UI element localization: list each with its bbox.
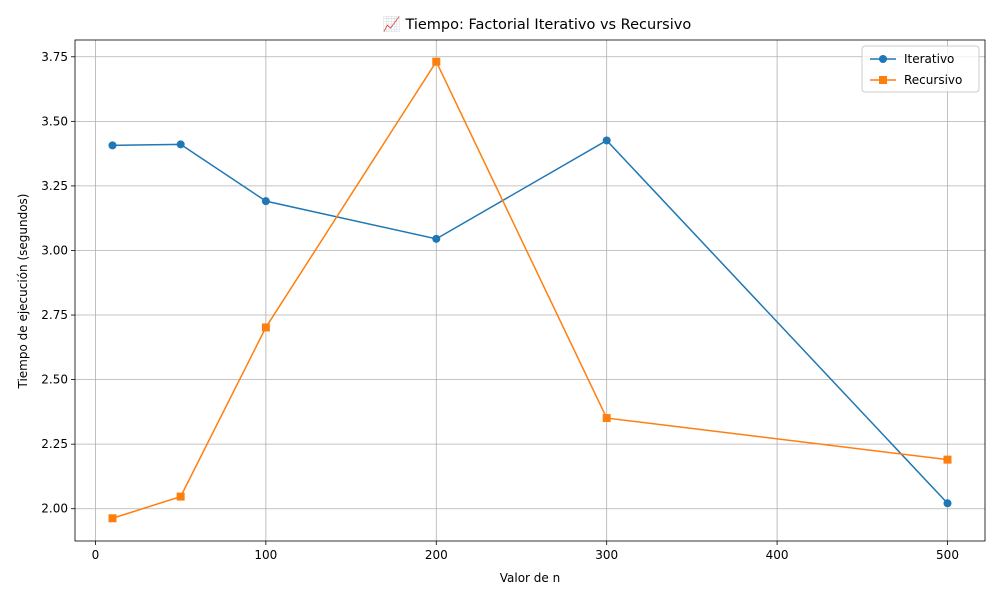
legend-label-recursivo: Recursivo [904, 73, 962, 87]
data-point-iterativo [176, 140, 185, 149]
x-tick-label: 100 [254, 548, 277, 562]
data-point-iterativo [943, 499, 952, 508]
y-tick-label: 3.50 [41, 114, 68, 128]
legend-marker-recursivo [879, 76, 887, 84]
y-tick-label: 3.75 [41, 50, 68, 64]
x-tick-label: 400 [766, 548, 789, 562]
x-tick-label: 300 [595, 548, 618, 562]
y-axis-label: Tiempo de ejecución (segundos) [16, 194, 30, 390]
x-axis-label: Valor de n [500, 571, 560, 585]
data-point-recursivo [176, 492, 185, 501]
series-line-recursivo [112, 60, 948, 519]
series-line-iterativo [112, 139, 949, 504]
chart-title: 📈 Tiempo: Factorial Iterativo vs Recursi… [383, 15, 692, 33]
y-tick-label: 3.25 [41, 179, 68, 193]
plot-frame [74, 39, 986, 542]
x-tick-label: 0 [92, 548, 100, 562]
legend-label-iterativo: Iterativo [904, 52, 954, 66]
legend: Iterativo Recursivo [861, 45, 980, 93]
x-tick-label: 200 [425, 548, 448, 562]
data-point-recursivo [602, 414, 611, 423]
y-tick-label: 2.75 [41, 308, 68, 322]
y-tick-label: 2.25 [41, 437, 68, 451]
data-point-recursivo [108, 514, 117, 523]
x-axis: 0 100 200 300 400 500 [92, 541, 959, 562]
data-point-recursivo [261, 323, 270, 332]
y-tick-label: 2.00 [41, 502, 68, 516]
data-point-iterativo [261, 197, 270, 206]
data-point-recursivo [432, 57, 441, 66]
y-tick-label: 3.00 [41, 243, 68, 257]
legend-marker-iterativo [879, 55, 887, 63]
data-point-iterativo [108, 141, 117, 150]
y-tick-label: 2.50 [41, 373, 68, 387]
plot-area [108, 57, 952, 523]
data-point-iterativo [432, 234, 441, 243]
y-axis: 2.00 2.25 2.50 2.75 3.00 3.25 3.50 3.75 [41, 50, 75, 516]
grid [75, 40, 985, 541]
x-tick-label: 500 [936, 548, 959, 562]
data-point-iterativo [602, 136, 611, 145]
data-point-recursivo [943, 455, 952, 464]
